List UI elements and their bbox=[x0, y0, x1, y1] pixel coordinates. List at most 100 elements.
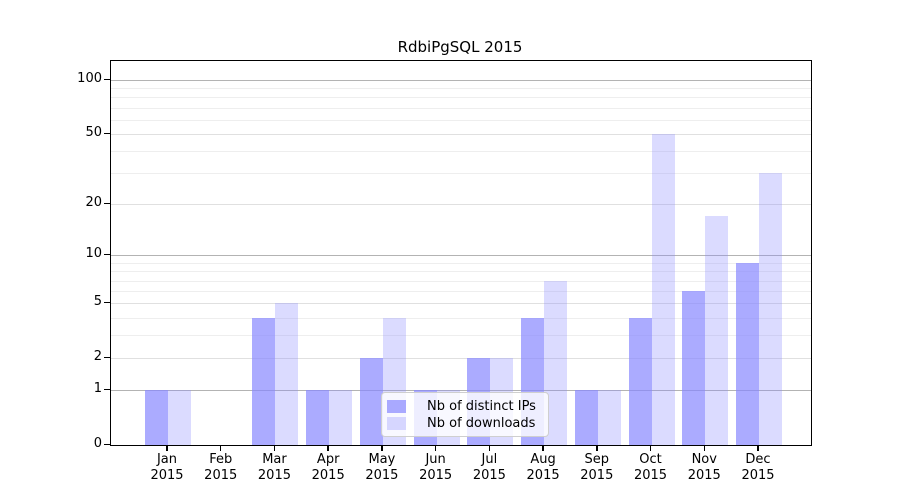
x-tick-mark bbox=[757, 445, 759, 451]
legend-entry-downloads: Nb of downloads bbox=[387, 415, 542, 431]
x-tick-mark bbox=[273, 445, 276, 451]
x-tick-month: Oct bbox=[639, 452, 662, 467]
x-tick-year: 2015 bbox=[365, 468, 399, 483]
x-tick-mark bbox=[596, 445, 598, 451]
bar-downloads-sep bbox=[597, 390, 621, 445]
y-tick-label: 50 bbox=[85, 125, 102, 141]
gridline bbox=[111, 280, 811, 282]
x-tick-month: Mar bbox=[262, 452, 287, 467]
bar-distinct-ips-dec bbox=[735, 262, 759, 445]
x-tick-label: Dec 2015 bbox=[726, 452, 790, 484]
x-tick-month: Apr bbox=[316, 452, 340, 467]
plot-area: Nb of distinct IPs Nb of downloads bbox=[110, 60, 812, 446]
y-tick-label: 0 bbox=[93, 436, 102, 451]
y-tick-label: 100 bbox=[77, 71, 102, 86]
bar-downloads-aug bbox=[544, 280, 568, 445]
x-tick-label: Nov 2015 bbox=[672, 452, 736, 484]
bar-distinct-ips-nov bbox=[682, 291, 706, 445]
x-tick-mark bbox=[327, 445, 329, 451]
gridline bbox=[111, 151, 811, 153]
x-tick-label: Jan 2015 bbox=[135, 452, 199, 484]
x-tick-label: Jul 2015 bbox=[457, 452, 521, 484]
bar-distinct-ips-may bbox=[359, 358, 383, 445]
x-tick-month: Feb bbox=[209, 452, 233, 467]
gridline bbox=[111, 335, 811, 337]
x-tick-month: May bbox=[368, 452, 396, 467]
x-tick-month: Jul bbox=[481, 452, 498, 467]
x-tick-label: Mar 2015 bbox=[242, 452, 306, 484]
bar-downloads-mar bbox=[275, 303, 299, 445]
legend: Nb of distinct IPs Nb of downloads bbox=[381, 392, 549, 437]
y-tick-mark bbox=[104, 356, 110, 359]
x-tick-year: 2015 bbox=[741, 468, 775, 483]
x-tick-mark bbox=[488, 445, 491, 451]
bar-downloads-dec bbox=[758, 173, 782, 445]
x-tick-label: Apr 2015 bbox=[296, 452, 360, 484]
gridline bbox=[111, 88, 811, 90]
y-tick-label: 10 bbox=[85, 246, 102, 262]
gridline bbox=[111, 204, 811, 206]
x-tick-month: Sep bbox=[584, 452, 610, 467]
gridline bbox=[111, 107, 811, 109]
x-tick-month: Dec bbox=[745, 452, 771, 467]
x-tick-mark bbox=[434, 445, 437, 451]
bar-distinct-ips-mar bbox=[252, 317, 276, 445]
bar-downloads-jan bbox=[168, 390, 191, 445]
x-tick-mark bbox=[381, 445, 383, 451]
x-tick-label: Feb 2015 bbox=[189, 452, 253, 484]
gridline bbox=[111, 358, 811, 360]
gridline bbox=[111, 80, 811, 81]
bar-distinct-ips-jan bbox=[145, 390, 168, 445]
y-tick-mark bbox=[104, 253, 110, 256]
x-tick-label: May 2015 bbox=[350, 452, 414, 484]
x-tick-mark bbox=[219, 445, 222, 451]
gridline bbox=[111, 303, 811, 305]
gridline bbox=[111, 271, 811, 273]
bar-distinct-ips-apr bbox=[306, 390, 330, 445]
x-tick-label: Jun 2015 bbox=[404, 452, 468, 484]
y-tick-label: 5 bbox=[93, 294, 102, 310]
x-tick-month: Aug bbox=[530, 452, 556, 467]
x-tick-year: 2015 bbox=[687, 468, 721, 483]
x-tick-year: 2015 bbox=[204, 468, 238, 483]
y-tick-label: 2 bbox=[93, 349, 102, 365]
legend-label-downloads: Nb of downloads bbox=[427, 415, 536, 431]
x-tick-mark bbox=[166, 445, 168, 451]
x-tick-year: 2015 bbox=[257, 468, 291, 483]
bar-downloads-apr bbox=[329, 390, 353, 445]
y-tick-mark bbox=[104, 388, 110, 391]
x-tick-year: 2015 bbox=[311, 468, 345, 483]
y-tick-mark bbox=[104, 132, 110, 135]
y-tick-label: 1 bbox=[93, 381, 102, 397]
x-tick-label: Aug 2015 bbox=[511, 452, 575, 484]
x-tick-year: 2015 bbox=[472, 468, 506, 483]
x-tick-month: Jun bbox=[425, 452, 446, 467]
bar-downloads-nov bbox=[705, 216, 729, 445]
gridline bbox=[111, 291, 811, 293]
legend-swatch-downloads bbox=[387, 416, 406, 430]
x-tick-mark bbox=[649, 445, 652, 451]
gridline bbox=[111, 97, 811, 99]
legend-swatch-distinct-ips bbox=[387, 399, 406, 413]
legend-entry-distinct-ips: Nb of distinct IPs bbox=[387, 398, 542, 414]
bar-downloads-oct bbox=[651, 134, 675, 445]
y-tick-mark bbox=[104, 443, 110, 445]
x-tick-label: Sep 2015 bbox=[565, 452, 629, 484]
x-tick-mark bbox=[542, 445, 544, 451]
y-tick-label: 20 bbox=[85, 195, 102, 211]
x-tick-year: 2015 bbox=[419, 468, 453, 483]
legend-label-distinct-ips: Nb of distinct IPs bbox=[427, 398, 536, 414]
x-tick-year: 2015 bbox=[150, 468, 184, 483]
x-tick-year: 2015 bbox=[580, 468, 614, 483]
x-tick-month: Jan bbox=[156, 452, 178, 467]
y-tick-mark bbox=[104, 78, 110, 80]
chart-title: RdbiPgSQL 2015 bbox=[397, 38, 523, 56]
x-tick-year: 2015 bbox=[526, 468, 560, 483]
x-tick-mark bbox=[703, 445, 706, 451]
bar-distinct-ips-sep bbox=[574, 390, 598, 445]
gridline bbox=[111, 134, 811, 136]
bar-distinct-ips-oct bbox=[628, 317, 652, 445]
gridline bbox=[111, 255, 811, 257]
y-tick-mark bbox=[104, 202, 110, 205]
